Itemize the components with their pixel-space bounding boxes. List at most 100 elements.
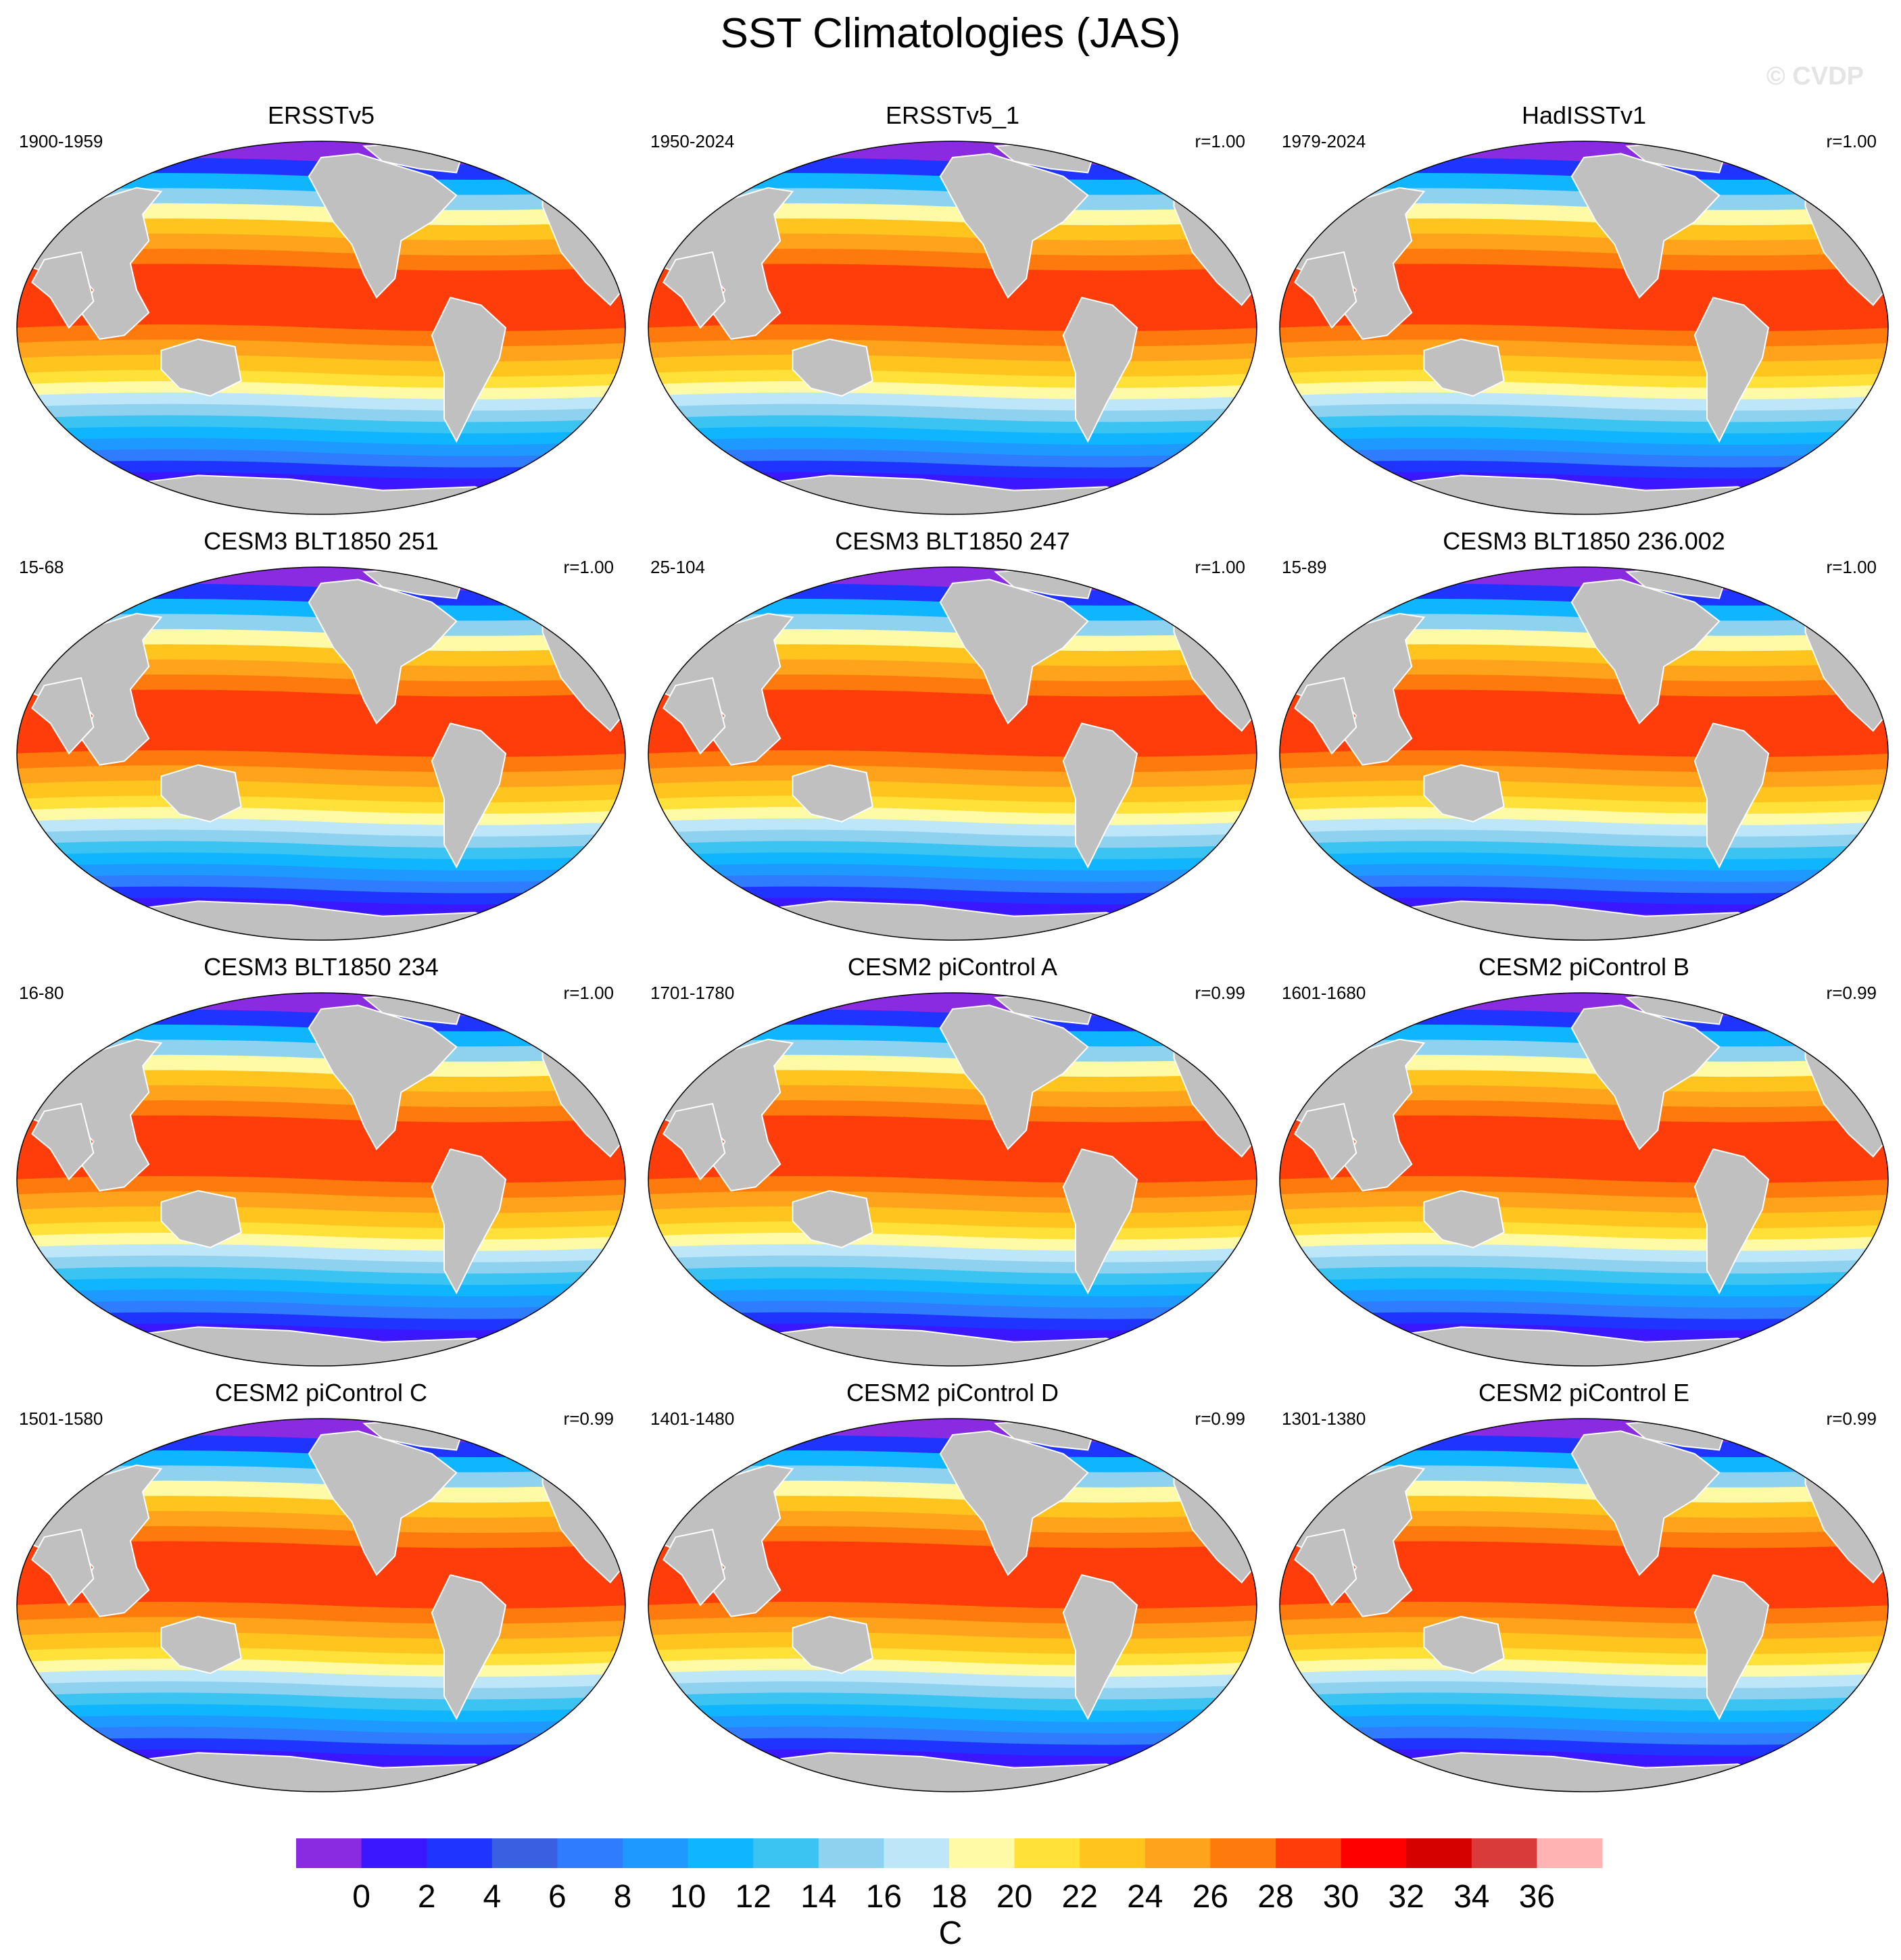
colorbar-box	[688, 1838, 754, 1868]
landmass	[1423, 1615, 1505, 1674]
landmass	[939, 1004, 1089, 1150]
colorbar-box	[557, 1838, 623, 1868]
colorbar-tick-label: 26	[1193, 1879, 1228, 1915]
panel-period: 1501-1580	[19, 1408, 103, 1429]
temperature-band	[17, 1278, 625, 1297]
panel-title: CESM3 BLT1850 236.002	[1443, 527, 1725, 555]
map-panel: CESM3 BLT1850 251 15-68 r=1.00	[7, 527, 635, 946]
temperature-band	[17, 438, 625, 457]
panel-title: CESM3 BLT1850 247	[835, 527, 1070, 555]
sst-field	[648, 993, 1257, 1366]
colorbar-tick-label: 0	[352, 1879, 370, 1915]
panel-correlation: r=0.99	[1195, 983, 1245, 1003]
colorbar-tick-label: 8	[614, 1879, 632, 1915]
landmass	[31, 1102, 95, 1181]
landmass	[939, 1430, 1089, 1576]
landmass	[663, 1528, 726, 1607]
colorbar-box	[427, 1838, 493, 1868]
landmass	[792, 764, 873, 823]
colorbar-box	[818, 1838, 884, 1868]
temperature-band	[1280, 426, 1888, 445]
temperature-band	[1280, 403, 1888, 423]
landmass	[308, 579, 458, 725]
panel-correlation: r=1.00	[563, 557, 614, 577]
landmass	[663, 677, 726, 755]
colorbar-tick-label: 20	[996, 1879, 1032, 1915]
temperature-band	[17, 852, 625, 871]
colorbar-tick-label: 32	[1389, 1879, 1424, 1915]
temperature-band	[17, 1704, 625, 1723]
temperature-band	[1280, 1669, 1888, 1689]
sst-field	[17, 567, 625, 940]
temperature-band	[17, 886, 625, 906]
sst-field	[1280, 567, 1888, 940]
landmass	[31, 1528, 95, 1607]
map-outline	[648, 566, 1257, 941]
map-outline	[1279, 566, 1889, 941]
temperature-band	[1280, 1290, 1888, 1308]
map-outline	[16, 992, 626, 1367]
temperature-band	[17, 1738, 625, 1757]
map-panel: CESM3 BLT1850 247 25-104 r=1.00	[638, 527, 1267, 946]
temperature-band	[1280, 829, 1888, 849]
temperature-band	[17, 864, 625, 883]
map-panel: CESM2 piControl C 1501-1580 r=0.99	[7, 1379, 635, 1798]
panel-title: CESM2 piControl B	[1478, 953, 1690, 981]
temperature-band	[17, 1726, 625, 1746]
landmass	[1423, 1190, 1505, 1248]
panel-period: 1301-1380	[1282, 1408, 1366, 1429]
temperature-band	[17, 460, 625, 480]
sst-field	[17, 141, 625, 514]
sst-field	[1280, 1419, 1888, 1792]
temperature-band	[1280, 1267, 1888, 1286]
map-panel: CESM2 piControl A 1701-1780 r=0.99	[638, 953, 1267, 1372]
temperature-band	[17, 1244, 625, 1263]
temperature-band	[648, 1312, 1257, 1331]
temperature-band	[648, 449, 1257, 468]
temperature-band	[1280, 449, 1888, 468]
temperature-band	[17, 403, 625, 423]
landmass	[663, 1102, 726, 1181]
world-map-icon	[1279, 141, 1889, 515]
landmass	[1423, 764, 1505, 823]
landmass	[1294, 1102, 1357, 1181]
landmass	[160, 1190, 242, 1248]
colorbar-tick-label: 24	[1127, 1879, 1163, 1915]
temperature-band	[17, 841, 625, 860]
panel-period: 1601-1680	[1282, 983, 1366, 1003]
colorbar-box	[1014, 1838, 1080, 1868]
landmass	[1062, 1574, 1138, 1721]
panel-title: CESM2 piControl C	[214, 1379, 428, 1406]
map-panel: ERSSTv5_1 1950-2024 r=1.00	[638, 101, 1267, 520]
temperature-band	[648, 438, 1257, 457]
landmass	[1570, 1004, 1720, 1150]
sst-field	[17, 993, 625, 1366]
landmass	[308, 153, 458, 299]
temperature-band	[17, 449, 625, 468]
temperature-band	[1280, 392, 1888, 412]
landmass	[431, 297, 507, 443]
temperature-band	[1280, 1300, 1888, 1320]
landmass	[160, 1615, 242, 1674]
temperature-band	[1280, 875, 1888, 894]
temperature-band	[1280, 1704, 1888, 1723]
temperature-band	[1280, 864, 1888, 883]
temperature-band	[648, 1681, 1257, 1700]
colorbar-tick-label: 14	[800, 1879, 836, 1915]
colorbar-box	[1471, 1838, 1537, 1868]
panel-period: 1979-2024	[1282, 131, 1366, 151]
map-outline	[16, 141, 626, 515]
temperature-band	[648, 1255, 1257, 1275]
landmass	[1693, 722, 1770, 869]
panel-title: CESM2 piControl D	[846, 1379, 1059, 1406]
colorbar-box	[1406, 1838, 1472, 1868]
sst-field	[648, 1419, 1257, 1792]
temperature-band	[17, 1715, 625, 1734]
map-outline	[648, 1418, 1257, 1792]
landmass	[1423, 338, 1505, 397]
world-map-icon	[648, 1418, 1257, 1792]
panel-correlation: r=1.00	[1195, 131, 1245, 151]
colorbar-box	[1276, 1838, 1342, 1868]
temperature-band	[1280, 852, 1888, 871]
landmass	[939, 153, 1089, 299]
